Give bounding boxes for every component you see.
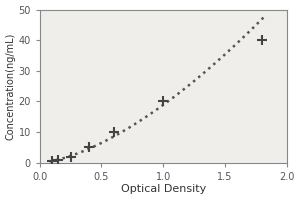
- X-axis label: Optical Density: Optical Density: [121, 184, 206, 194]
- Y-axis label: Concentration(ng/mL): Concentration(ng/mL): [6, 32, 16, 140]
